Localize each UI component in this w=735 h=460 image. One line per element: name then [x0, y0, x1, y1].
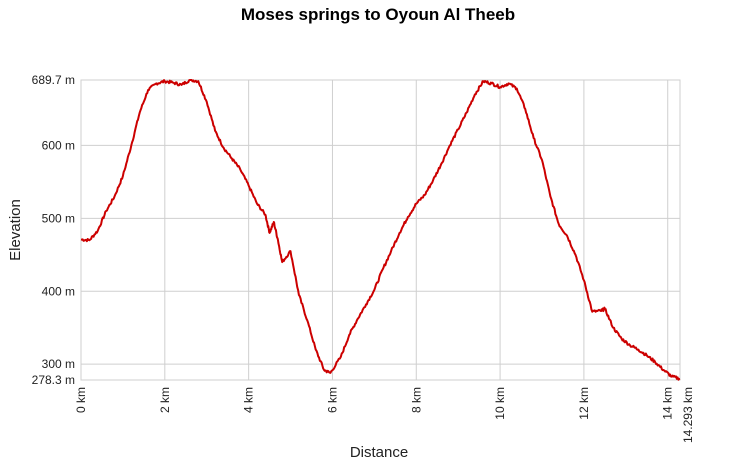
x-axis-title: Distance — [350, 444, 408, 460]
y-axis-ticks: 278.3 m 300 m 400 m 500 m 600 m 689.7 m — [32, 73, 75, 387]
grid — [80, 79, 680, 381]
plot-frame — [80, 79, 681, 381]
x-tick-label: 6 km — [325, 387, 339, 413]
y-tick-label: 278.3 m — [32, 373, 75, 387]
y-tick-label: 500 m — [42, 211, 75, 225]
elevation-line — [80, 79, 681, 381]
x-tick-label: 8 km — [409, 387, 423, 413]
x-tick-label: 0 km — [74, 387, 88, 413]
chart-title: Moses springs to Oyoun Al Theeb — [241, 5, 515, 24]
x-tick-label: 12 km — [577, 387, 591, 420]
x-tick-label: 10 km — [493, 387, 507, 420]
y-tick-label: 689.7 m — [32, 73, 75, 87]
y-tick-label: 300 m — [42, 357, 75, 371]
x-tick-label: 14 km — [661, 387, 675, 420]
x-tick-label: 2 km — [158, 387, 172, 413]
y-tick-label: 600 m — [42, 138, 75, 152]
x-axis-ticks: 0 km 2 km 4 km 6 km 8 km 10 km 12 km 14 km 14.29… — [74, 387, 695, 443]
x-tick-label: 14.293 km — [681, 387, 695, 443]
y-axis-title: Elevation — [7, 199, 24, 261]
x-tick-label: 4 km — [242, 387, 256, 413]
y-tick-label: 400 m — [42, 284, 75, 298]
